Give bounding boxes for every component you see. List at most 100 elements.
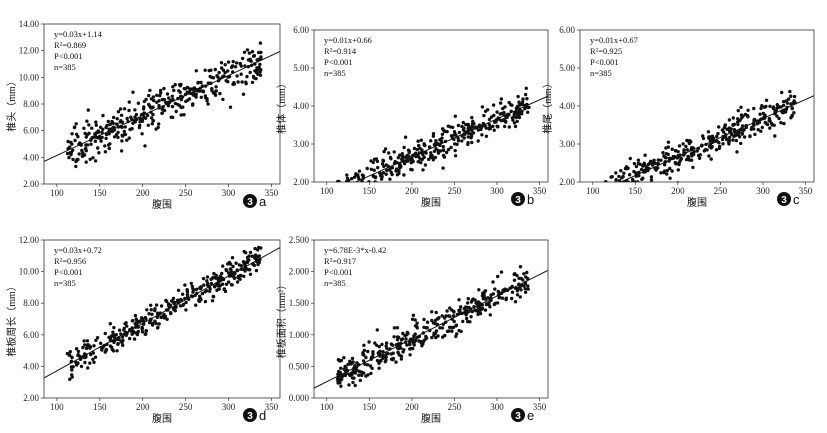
data-point [91,351,96,355]
data-point [685,148,689,152]
data-point [84,143,88,147]
data-point [728,135,732,140]
data-point [215,74,219,78]
data-point [410,317,415,321]
data-point [227,260,232,265]
data-point [226,60,231,64]
data-point [181,105,185,109]
data-point [353,185,356,188]
data-point [516,111,520,116]
stat-line: n=385 [324,68,346,78]
data-point [500,296,505,300]
data-point [371,350,375,354]
data-point [245,260,250,265]
data-point [476,139,480,143]
data-point [377,344,381,349]
data-point [470,309,474,314]
data-point [408,340,412,344]
data-point [158,94,162,98]
data-point [486,108,490,112]
data-point [427,157,431,162]
data-point [613,185,616,188]
data-point [250,80,255,85]
data-point [433,155,438,160]
data-point [90,126,94,130]
data-point [339,384,343,388]
data-point [94,123,99,127]
data-point [381,158,385,162]
data-point [436,151,441,155]
stat-line: R²=0.956 [54,256,86,266]
stat-line: y=6.78E-3*x-0.42 [324,245,386,255]
data-point [703,148,708,152]
data-point [383,360,387,364]
data-point [759,106,763,111]
data-point [715,139,719,143]
data-point [398,153,402,157]
data-point [603,198,606,201]
data-point [226,69,230,73]
data-point [76,353,80,358]
data-point [482,113,486,118]
data-point [380,342,384,347]
y-tick-label: 6.00 [23,330,39,340]
x-tick-label: 200 [136,402,150,412]
data-point [105,123,109,128]
data-point [68,350,73,354]
stat-line: R²=0.925 [590,46,622,56]
data-point [103,331,108,336]
data-point [106,143,111,147]
data-point [727,118,732,122]
data-point [367,340,371,344]
data-point [456,136,460,140]
data-point [720,137,725,142]
data-point [343,192,346,195]
data-point [156,325,160,329]
data-point [764,98,769,103]
x-tick-label: 150 [363,186,377,196]
data-point [203,68,207,72]
data-point [513,124,518,129]
data-point [213,93,218,97]
data-point [99,341,103,345]
y-axis-label: 椎板周长（mm） [5,281,18,357]
data-point [466,126,470,131]
data-point [235,280,240,284]
data-point [492,113,496,118]
data-point [742,135,747,139]
data-point [342,182,345,185]
data-point [520,102,524,106]
data-point [341,373,346,377]
data-point [239,72,243,76]
data-point [650,163,655,167]
data-point [661,151,665,155]
data-point [624,166,628,171]
data-point [459,305,463,309]
data-point [451,325,455,330]
data-point [88,157,92,161]
data-point [676,168,680,172]
data-point [422,155,426,160]
data-point [618,185,621,188]
data-point [201,276,206,281]
data-point [372,168,376,172]
y-tick-label: 12.00 [19,235,40,245]
data-point [515,119,519,124]
data-point [206,283,210,287]
x-tick-label: 350 [265,402,279,412]
x-tick-label: 150 [629,186,643,196]
data-point [676,181,680,182]
data-point [398,184,401,187]
data-point [612,186,615,189]
stat-line: y=0.01x+0.66 [324,35,372,45]
data-point [523,92,528,97]
data-point [459,329,463,334]
data-point [728,129,732,134]
data-point [495,125,500,129]
data-point [244,251,248,255]
stat-line: P<0.001 [324,267,353,277]
data-point [178,84,182,88]
stat-line: n=385 [54,62,76,72]
data-point [351,370,355,374]
data-point [206,102,210,106]
